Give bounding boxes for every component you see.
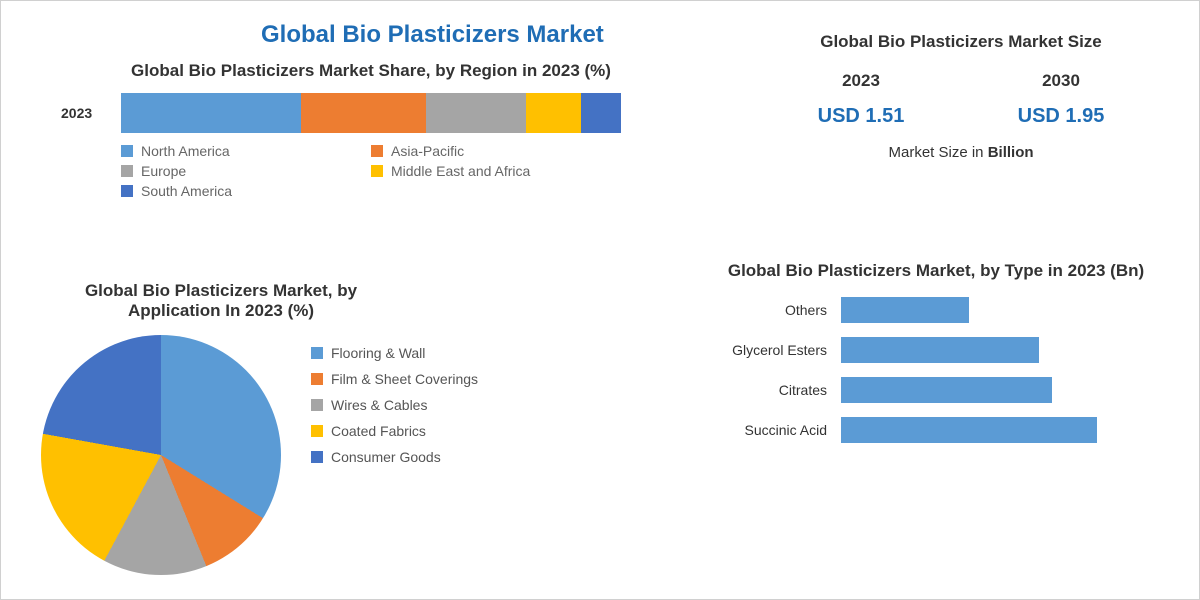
share-segment <box>301 93 426 133</box>
size-value-0: USD 1.51 <box>818 105 905 128</box>
legend-swatch <box>371 145 383 157</box>
legend-label: Film & Sheet Coverings <box>331 371 478 387</box>
legend-swatch <box>311 451 323 463</box>
legend-swatch <box>311 373 323 385</box>
market-size-section: Global Bio Plasticizers Market Size 2023… <box>761 31 1161 161</box>
share-segment <box>581 93 621 133</box>
legend-item: Europe <box>121 163 371 179</box>
share-legend: North America Asia-Pacific Europe Middle Ea… <box>121 143 621 203</box>
size-unit-bold: Billion <box>988 144 1034 161</box>
type-section: Global Bio Plasticizers Market, by Type … <box>691 261 1181 457</box>
type-bar <box>841 417 1097 443</box>
share-chart-title: Global Bio Plasticizers Market Share, by… <box>61 61 681 81</box>
type-title: Global Bio Plasticizers Market, by Type … <box>691 261 1181 281</box>
legend-swatch <box>121 165 133 177</box>
type-bar-label: Succinic Acid <box>691 422 841 438</box>
legend-label: South America <box>141 183 232 199</box>
legend-item: Film & Sheet Coverings <box>311 371 478 387</box>
legend-swatch <box>121 185 133 197</box>
share-year-label: 2023 <box>61 105 121 121</box>
type-bar-row: Succinic Acid <box>691 417 1181 443</box>
legend-item: Flooring & Wall <box>311 345 478 361</box>
share-bar-row: 2023 <box>61 93 681 133</box>
legend-label: Coated Fabrics <box>331 423 426 439</box>
legend-swatch <box>121 145 133 157</box>
size-title: Global Bio Plasticizers Market Size <box>761 31 1161 53</box>
size-unit-prefix: Market Size in <box>888 144 987 161</box>
type-bar-track <box>841 377 1161 403</box>
type-bar-label: Glycerol Esters <box>691 342 841 358</box>
type-bar-track <box>841 417 1161 443</box>
legend-swatch <box>311 399 323 411</box>
share-segment <box>426 93 526 133</box>
size-year-1: 2030 <box>1018 71 1105 91</box>
legend-item: Asia-Pacific <box>371 143 621 159</box>
size-unit-text: Market Size in Billion <box>761 144 1161 161</box>
legend-label: Consumer Goods <box>331 449 441 465</box>
type-bar <box>841 297 969 323</box>
legend-label: Europe <box>141 163 186 179</box>
type-rows: Others Glycerol Esters Citrates Succinic Ac… <box>691 297 1181 443</box>
size-col-2030: 2030 USD 1.95 <box>1018 71 1105 128</box>
share-segment <box>121 93 301 133</box>
legend-label: Wires & Cables <box>331 397 427 413</box>
main-title: Global Bio Plasticizers Market <box>261 21 604 49</box>
legend-label: North America <box>141 143 230 159</box>
type-bar-track <box>841 337 1161 363</box>
size-value-1: USD 1.95 <box>1018 105 1105 128</box>
type-bar-label: Others <box>691 302 841 318</box>
market-share-section: Global Bio Plasticizers Market Share, by… <box>61 61 681 203</box>
legend-swatch <box>311 425 323 437</box>
application-pie <box>41 335 281 575</box>
application-title: Global Bio Plasticizers Market, by Appli… <box>41 281 401 321</box>
pie-wrap <box>41 335 281 575</box>
application-section: Global Bio Plasticizers Market, by Appli… <box>41 281 681 575</box>
type-bar <box>841 377 1052 403</box>
legend-label: Middle East and Africa <box>391 163 530 179</box>
legend-label: Asia-Pacific <box>391 143 464 159</box>
legend-item: South America <box>121 183 371 199</box>
application-body: Flooring & Wall Film & Sheet Coverings Wir… <box>41 335 681 575</box>
legend-item: North America <box>121 143 371 159</box>
size-year-0: 2023 <box>818 71 905 91</box>
legend-label: Flooring & Wall <box>331 345 425 361</box>
size-col-2023: 2023 USD 1.51 <box>818 71 905 128</box>
type-bar <box>841 337 1039 363</box>
type-bar-row: Glycerol Esters <box>691 337 1181 363</box>
legend-item: Middle East and Africa <box>371 163 621 179</box>
application-legend: Flooring & Wall Film & Sheet Coverings Wir… <box>311 345 478 475</box>
type-bar-row: Others <box>691 297 1181 323</box>
legend-item: Coated Fabrics <box>311 423 478 439</box>
share-segment <box>526 93 581 133</box>
type-bar-label: Citrates <box>691 382 841 398</box>
legend-item: Consumer Goods <box>311 449 478 465</box>
legend-swatch <box>311 347 323 359</box>
share-stacked-bar <box>121 93 621 133</box>
legend-swatch <box>371 165 383 177</box>
type-bar-row: Citrates <box>691 377 1181 403</box>
legend-item: Wires & Cables <box>311 397 478 413</box>
type-bar-track <box>841 297 1161 323</box>
size-columns: 2023 USD 1.51 2030 USD 1.95 <box>761 71 1161 128</box>
